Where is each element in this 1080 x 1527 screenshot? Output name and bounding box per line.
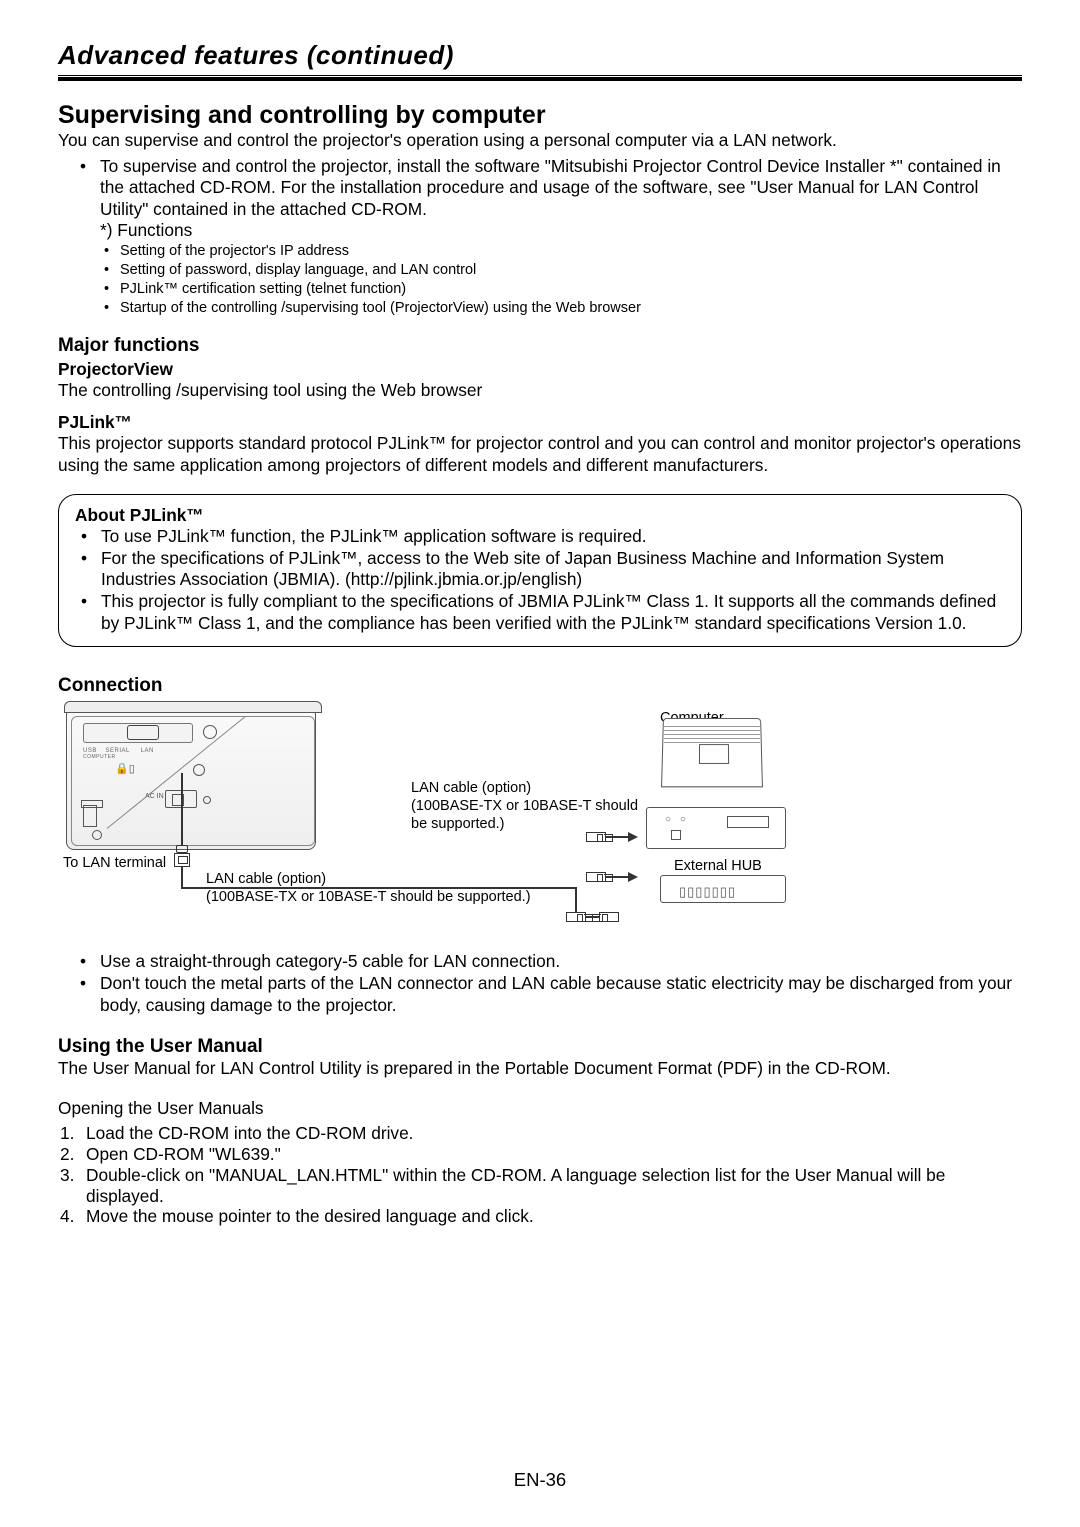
arrow-icon xyxy=(628,872,638,882)
sub-bullet: Setting of password, display language, a… xyxy=(58,261,1022,280)
projector-knob xyxy=(193,764,205,776)
cpu-slot xyxy=(671,830,681,840)
projector-illustration: USB SERIAL LANCOMPUTER 🔒▯ AC IN xyxy=(66,707,316,850)
step: Load the CD-ROM into the CD-ROM drive. xyxy=(58,1123,1022,1144)
projector-dot xyxy=(203,796,211,804)
lan-cable-lower-l1: LAN cable (option) xyxy=(206,870,326,888)
connection-heading: Connection xyxy=(58,675,1022,697)
sub-bullet: PJLink™ certification setting (telnet fu… xyxy=(58,280,1022,299)
rj45-connector-icon xyxy=(599,912,619,922)
projector-port xyxy=(127,725,159,740)
sub-bullet: Setting of the projector's IP address xyxy=(58,242,1022,261)
post-bullet: Don't touch the metal parts of the LAN c… xyxy=(58,973,1022,1016)
functions-note: *) Functions xyxy=(58,220,1022,242)
about-list: To use PJLink™ function, the PJLink™ app… xyxy=(75,526,1005,634)
wire xyxy=(606,836,628,838)
projector-jack xyxy=(83,805,97,827)
lan-cable-lower-l2: (100BASE-TX or 10BASE-T should be suppor… xyxy=(206,888,531,906)
step: Move the mouse pointer to the desired la… xyxy=(58,1206,1022,1227)
intro-text: You can supervise and control the projec… xyxy=(58,130,1022,152)
sub-bullet: Startup of the controlling /supervising … xyxy=(58,299,1022,318)
to-lan-terminal-label: To LAN terminal xyxy=(63,854,166,872)
about-pjlink-heading: About PJLink™ xyxy=(75,505,1005,526)
hub-label: External HUB xyxy=(674,857,762,875)
projectorview-body: The controlling /supervising tool using … xyxy=(58,380,1022,402)
page-title: Advanced features (continued) xyxy=(58,40,1022,75)
about-item: For the specifications of PJLink™, acces… xyxy=(75,548,1005,591)
wire xyxy=(181,867,183,887)
wire xyxy=(606,876,628,878)
projector-lens xyxy=(203,725,217,739)
wire xyxy=(181,887,576,889)
lock-icon: 🔒▯ xyxy=(115,762,135,775)
title-rule xyxy=(58,75,1022,81)
computer-cpu-illustration xyxy=(646,807,786,849)
connection-diagram: USB SERIAL LANCOMPUTER 🔒▯ AC IN Computer… xyxy=(66,707,786,927)
post-connection-list: Use a straight-through category-5 cable … xyxy=(58,951,1022,1016)
rj45-connector-icon xyxy=(566,912,586,922)
monitor-illustration xyxy=(652,717,782,812)
projector-diag-line xyxy=(107,716,246,829)
rj45-connector-icon xyxy=(586,872,606,882)
lan-plug-icon xyxy=(174,845,190,867)
post-bullet: Use a straight-through category-5 cable … xyxy=(58,951,1022,973)
about-item: This projector is fully compliant to the… xyxy=(75,591,1005,634)
opening-manuals-heading: Opening the User Manuals xyxy=(58,1098,1022,1120)
using-manual-body: The User Manual for LAN Control Utility … xyxy=(58,1058,1022,1080)
ac-in-label: AC IN xyxy=(145,793,164,800)
page-number: EN-36 xyxy=(0,1469,1080,1491)
projector-foot xyxy=(92,830,102,840)
about-pjlink-box: About PJLink™ To use PJLink™ function, t… xyxy=(58,494,1022,647)
lan-cable-upper-l1: LAN cable (option) xyxy=(411,779,531,797)
rj45-connector-icon xyxy=(586,832,606,842)
projector-panel xyxy=(83,723,193,743)
hub-ports-icon: ▯▯▯▯▯▯▯ xyxy=(679,884,736,900)
functions-sublist: Setting of the projector's IP address Se… xyxy=(58,242,1022,317)
step: Double-click on "MANUAL_LAN.HTML" within… xyxy=(58,1165,1022,1207)
major-functions-heading: Major functions xyxy=(58,335,1022,357)
main-bullet: To supervise and control the projector, … xyxy=(58,156,1022,221)
hub-illustration: ▯▯▯▯▯▯▯ xyxy=(660,875,786,903)
steps-list: Load the CD-ROM into the CD-ROM drive. O… xyxy=(58,1123,1022,1227)
about-item: To use PJLink™ function, the PJLink™ app… xyxy=(75,526,1005,548)
section-heading: Supervising and controlling by computer xyxy=(58,101,1022,130)
using-manual-heading: Using the User Manual xyxy=(58,1036,1022,1058)
wire xyxy=(181,773,183,845)
pjlink-body: This projector supports standard protoco… xyxy=(58,433,1022,476)
projectorview-heading: ProjectorView xyxy=(58,359,1022,380)
step: Open CD-ROM "WL639." xyxy=(58,1144,1022,1165)
pjlink-heading: PJLink™ xyxy=(58,412,1022,433)
monitor-vents xyxy=(664,723,760,743)
projector-port-labels: USB SERIAL LANCOMPUTER xyxy=(83,748,154,760)
lan-cable-upper-l2: (100BASE-TX or 10BASE-T should be suppor… xyxy=(411,797,651,833)
arrow-icon xyxy=(628,832,638,842)
main-list: To supervise and control the projector, … xyxy=(58,156,1022,221)
